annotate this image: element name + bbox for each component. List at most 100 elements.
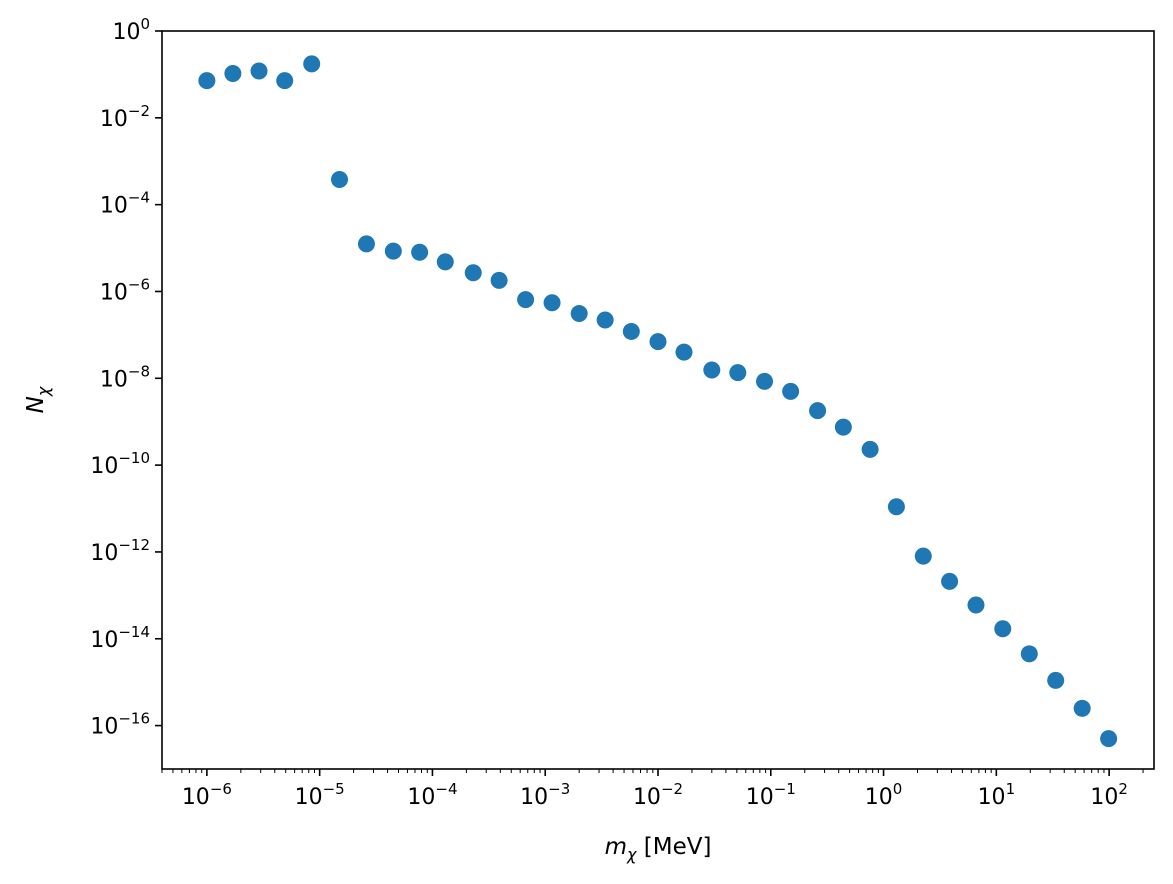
y-axis-label-subscript: χ — [34, 386, 53, 397]
data-point — [861, 440, 879, 458]
data-point — [941, 572, 959, 590]
data-point — [331, 170, 349, 188]
data-point — [1100, 730, 1118, 748]
data-point — [384, 242, 402, 260]
y-tick-label-exponent: −4 — [128, 189, 150, 207]
x-tick-label-base: 10 — [865, 785, 893, 810]
data-point — [596, 311, 614, 329]
y-axis-label-symbol: N — [23, 396, 49, 413]
plot-frame — [161, 30, 1155, 770]
data-point — [914, 547, 932, 565]
data-point — [570, 305, 588, 323]
data-point — [411, 243, 429, 261]
x-tick-label: 100 — [865, 780, 903, 810]
data-point — [809, 402, 827, 420]
data-point — [303, 55, 321, 73]
y-tick-label-base: 10 — [90, 541, 118, 566]
x-tick-label-exponent: 0 — [893, 780, 903, 798]
y-tick-label-exponent: −6 — [128, 275, 150, 293]
x-tick-label-base: 10 — [520, 785, 548, 810]
x-tick-label: 101 — [978, 780, 1016, 810]
y-tick-label: 10−6 — [100, 275, 150, 305]
x-tick-label: 102 — [1090, 780, 1128, 810]
data-point — [436, 253, 454, 271]
data-point — [543, 294, 561, 312]
x-tick-label: 10−5 — [295, 780, 345, 810]
data-point — [994, 620, 1012, 638]
y-tick-label-exponent: −16 — [118, 710, 150, 728]
x-tick-label-exponent: −5 — [323, 780, 345, 798]
x-axis-label-subscript: χ — [626, 845, 637, 864]
data-point — [703, 361, 721, 379]
y-tick-label-base: 10 — [100, 107, 128, 132]
x-tick-label-base: 10 — [1090, 785, 1118, 810]
x-tick-label: 10−3 — [520, 780, 570, 810]
y-tick-label-base: 10 — [90, 454, 118, 479]
data-point — [250, 62, 268, 80]
tick-layer: 10−6 10−5 10−4 10−3 10−2 10−1 100 101 10210010−2… — [90, 15, 1144, 810]
y-tick-label: 10−14 — [90, 623, 150, 653]
x-tick-label-exponent: −1 — [774, 780, 796, 798]
y-tick-label: 10−2 — [100, 102, 150, 132]
x-tick-label: 10−4 — [407, 780, 457, 810]
x-tick-label-base: 10 — [633, 785, 661, 810]
data-points — [198, 55, 1118, 748]
data-point — [967, 596, 985, 614]
labels-layer: mχ [MeV] Nχ — [23, 386, 711, 864]
data-point — [1073, 699, 1091, 717]
x-tick-label-exponent: 2 — [1118, 780, 1128, 798]
x-tick-label-base: 10 — [182, 785, 210, 810]
y-tick-label-base: 10 — [100, 194, 128, 219]
data-point — [622, 322, 640, 340]
y-tick-label-exponent: −10 — [118, 449, 150, 467]
data-point — [782, 382, 800, 400]
x-axis-label-symbol: m — [605, 834, 627, 860]
y-tick-label-base: 10 — [100, 367, 128, 392]
y-tick-label-exponent: −2 — [128, 102, 150, 120]
y-axis-label: Nχ — [23, 386, 53, 413]
data-point — [490, 271, 508, 289]
data-point — [464, 264, 482, 282]
x-axis-label-unit: [MeV] — [644, 834, 712, 860]
data-point — [224, 64, 242, 82]
y-tick-label: 10−8 — [100, 362, 150, 392]
x-tick-label-exponent: −6 — [210, 780, 232, 798]
x-axis-label: mχ [MeV] — [605, 834, 712, 864]
data-point — [517, 291, 535, 309]
data-point — [675, 343, 693, 361]
x-tick-label-base: 10 — [407, 785, 435, 810]
data-point — [649, 333, 667, 351]
y-tick-label: 100 — [112, 15, 150, 45]
y-tick-label-exponent: −12 — [118, 536, 150, 554]
y-tick-label: 10−10 — [90, 449, 150, 479]
y-tick-label-base: 10 — [112, 20, 140, 45]
y-tick-label: 10−4 — [100, 189, 150, 219]
y-tick-label-exponent: 0 — [140, 15, 150, 33]
x-tick-label-base: 10 — [295, 785, 323, 810]
data-point — [1020, 645, 1038, 663]
x-tick-label-exponent: −4 — [435, 780, 457, 798]
data-point — [834, 418, 852, 436]
y-tick-label-base: 10 — [100, 280, 128, 305]
data-point — [357, 235, 375, 253]
x-tick-label: 10−6 — [182, 780, 232, 810]
data-point — [198, 72, 216, 90]
data-point — [729, 364, 747, 382]
x-tick-label-base: 10 — [978, 785, 1006, 810]
y-tick-label-exponent: −8 — [128, 362, 150, 380]
x-tick-label: 10−2 — [633, 780, 683, 810]
data-point — [1047, 671, 1065, 689]
y-tick-label-base: 10 — [90, 715, 118, 740]
x-tick-label: 10−1 — [746, 780, 796, 810]
x-tick-label-exponent: 1 — [1006, 780, 1016, 798]
x-tick-label-base: 10 — [746, 785, 774, 810]
y-tick-label: 10−16 — [90, 710, 150, 740]
data-point — [887, 498, 905, 516]
x-axis-label-space — [636, 834, 643, 860]
y-tick-label-base: 10 — [90, 628, 118, 653]
x-tick-label-exponent: −3 — [548, 780, 570, 798]
x-tick-label-exponent: −2 — [661, 780, 683, 798]
y-tick-label: 10−12 — [90, 536, 150, 566]
